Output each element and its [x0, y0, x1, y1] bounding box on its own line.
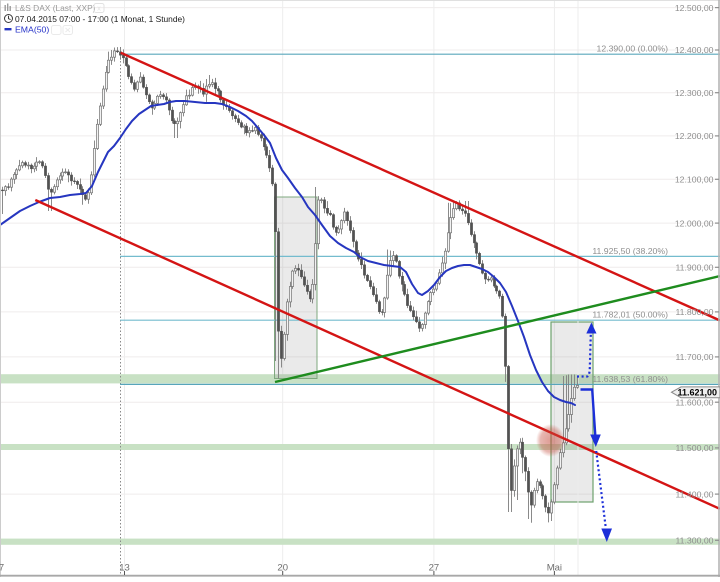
svg-text:12.000,00: 12.000,00: [675, 218, 714, 228]
svg-text:11.500,00: 11.500,00: [675, 443, 713, 453]
svg-text:11.300,00: 11.300,00: [675, 536, 713, 546]
svg-text:11.638,53 (61.80%): 11.638,53 (61.80%): [592, 374, 668, 384]
svg-text:12.400,00: 12.400,00: [675, 45, 714, 55]
svg-text:07.04.2015 07:00 - 17:00 (1 Mo: 07.04.2015 07:00 - 17:00 (1 Monat, 1 Stu…: [15, 14, 185, 24]
svg-text:11.700,00: 11.700,00: [675, 352, 713, 362]
svg-text:11.621,00: 11.621,00: [677, 388, 717, 398]
svg-text:12.300,00: 12.300,00: [675, 88, 714, 98]
svg-text:12.390,00 (0.00%): 12.390,00 (0.00%): [597, 44, 669, 54]
svg-text:x: x: [97, 6, 101, 13]
svg-text:7: 7: [0, 563, 4, 574]
svg-text:L&S DAX (Last, XXP): L&S DAX (Last, XXP): [15, 3, 96, 13]
svg-text:12.200,00: 12.200,00: [675, 131, 714, 141]
svg-text:12.500,00: 12.500,00: [675, 3, 714, 13]
svg-text:11.400,00: 11.400,00: [675, 489, 713, 499]
svg-text:EMA(50): EMA(50): [15, 25, 49, 35]
svg-text:13: 13: [119, 563, 130, 574]
svg-text:11.925,50 (38.20%): 11.925,50 (38.20%): [592, 246, 668, 256]
svg-text:11.782,01 (50.00%): 11.782,01 (50.00%): [592, 310, 668, 320]
svg-text:11.900,00: 11.900,00: [675, 263, 713, 273]
svg-text:20: 20: [277, 563, 288, 574]
svg-text:11.800,00: 11.800,00: [675, 307, 713, 317]
svg-text:12.100,00: 12.100,00: [675, 175, 714, 185]
svg-text:Mai: Mai: [547, 563, 562, 574]
svg-text:11.600,00: 11.600,00: [675, 397, 713, 407]
svg-text:27: 27: [429, 563, 440, 574]
